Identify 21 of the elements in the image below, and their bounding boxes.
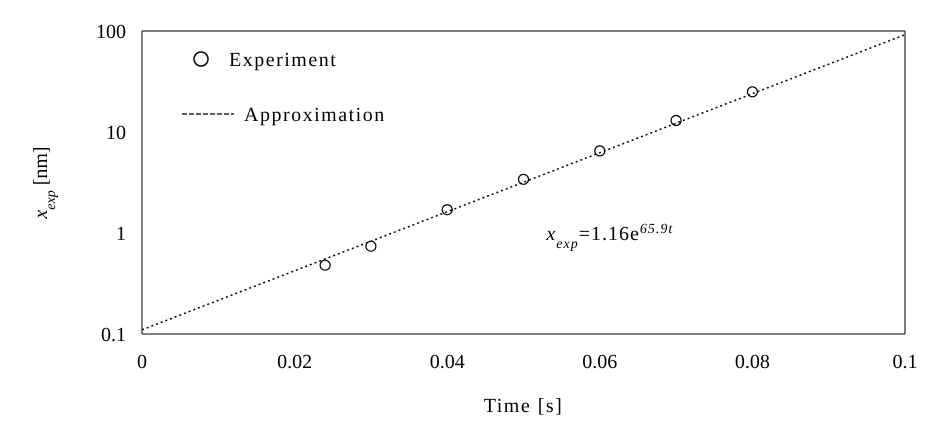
legend-label: Experiment — [229, 49, 338, 71]
y-tick-label: 100 — [96, 21, 126, 44]
y-tick-label: 0.1 — [101, 324, 126, 346]
x-axis-title: Time [s] — [484, 395, 564, 417]
x-tick-label: 0 — [137, 351, 147, 374]
annotation: x$_{exp}$=1.16e$^{65.9t}$ — [545, 222, 674, 252]
legend-label: Approximation — [244, 104, 386, 126]
x-tick-label: 0.1 — [892, 351, 918, 374]
point — [442, 204, 453, 216]
point — [518, 174, 530, 185]
x-tick-label: 0.04 — [430, 351, 465, 374]
point — [670, 114, 682, 126]
x-tick-label: 0.08 — [734, 351, 770, 374]
x-tick-label: 0.06 — [582, 351, 618, 374]
point — [746, 86, 758, 98]
y-tick-label: 1 — [116, 223, 126, 246]
point — [320, 260, 331, 271]
point — [594, 145, 606, 156]
x-tick-label: 0.02 — [277, 351, 312, 374]
point — [365, 240, 376, 252]
y-tick-label: 10 — [106, 122, 126, 144]
